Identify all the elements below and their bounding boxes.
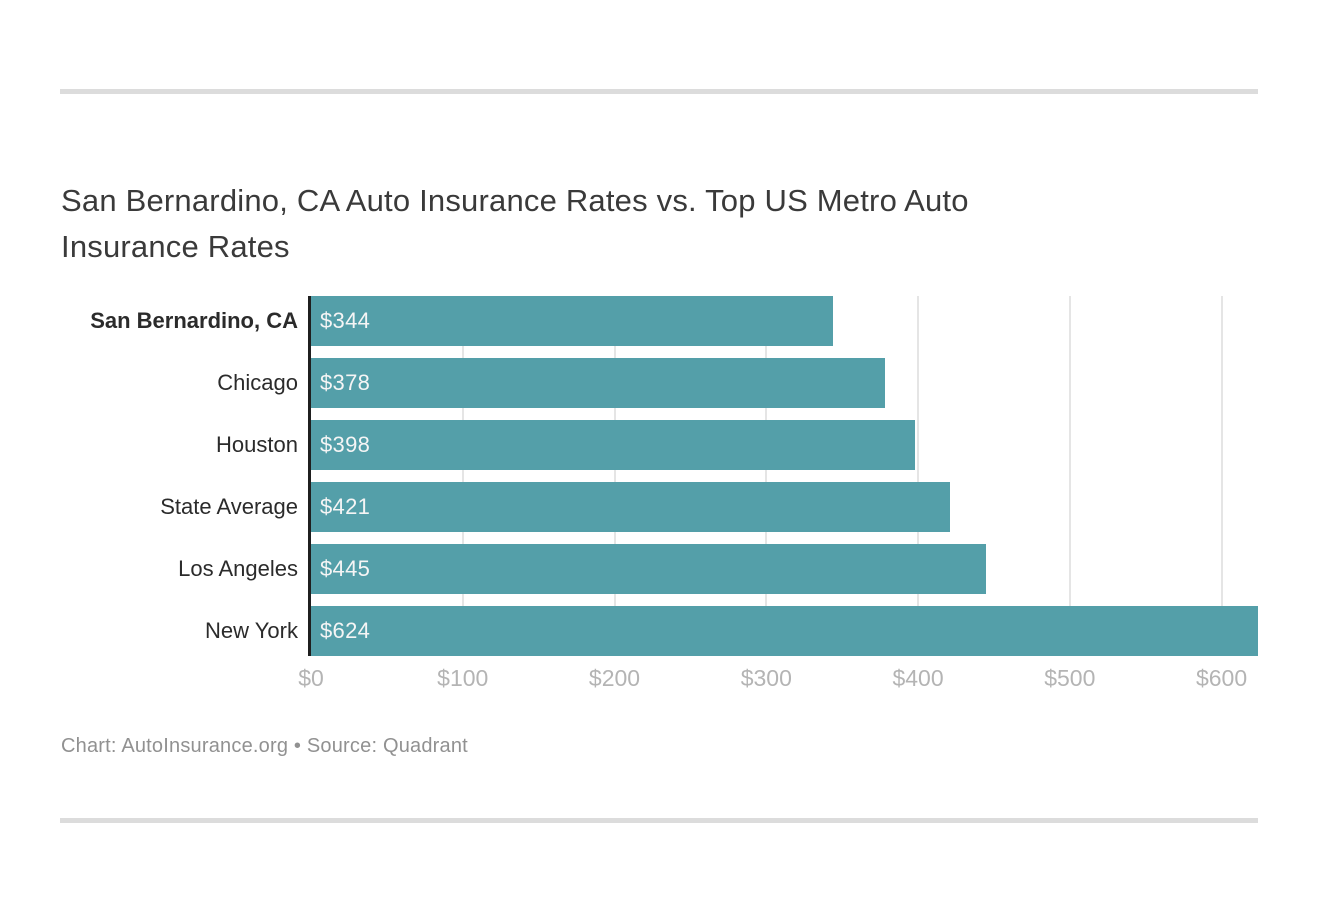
x-tick-label: $0 [298, 665, 324, 691]
plot-area: $344 $378 $398 $421 $445 $624 [308, 296, 1258, 656]
gridline [461, 296, 464, 656]
category-label: New York [205, 618, 298, 643]
x-tick-label: $500 [1044, 665, 1096, 691]
bar-value-label: $344 [320, 308, 371, 333]
bar: $378 [311, 358, 885, 408]
x-tick-label: $100 [437, 665, 489, 691]
category-labels: San Bernardino, CA Chicago Houston State Av… [60, 296, 308, 668]
bar: $624 [311, 606, 1258, 656]
top-divider-rule [60, 89, 1258, 94]
category-label: Los Angeles [178, 556, 298, 581]
bottom-divider-rule [60, 818, 1258, 823]
gridline [765, 296, 768, 656]
bar-value-label: $398 [320, 432, 371, 457]
bar-value-label: $421 [320, 494, 371, 519]
bar-value-label: $378 [320, 370, 371, 395]
gridline [1068, 296, 1071, 656]
bar: $344 [311, 296, 834, 346]
x-tick-label: $600 [1195, 665, 1248, 691]
chart-title-line2: Insurance Rates [61, 228, 290, 264]
bar: $445 [311, 544, 987, 594]
category-label: San Bernardino, CA [90, 308, 298, 333]
bar: $421 [311, 482, 950, 532]
x-axis-labels: $0 $100 $200 $300 $400 $500 $600 [298, 665, 1258, 695]
bar-value-label: $445 [320, 556, 371, 581]
gridline [917, 296, 920, 656]
chart-title-line1: San Bernardino, CA Auto Insurance Rates … [61, 182, 969, 218]
x-tick-label: $400 [892, 665, 944, 691]
category-label: Chicago [217, 370, 298, 395]
chart-source-note: Chart: AutoInsurance.org • Source: Quadr… [61, 735, 468, 757]
gridline [613, 296, 616, 656]
bar-chart: San Bernardino, CA Chicago Houston State Av… [60, 296, 1258, 706]
bar-value-label: $624 [320, 618, 371, 643]
x-tick-label: $200 [588, 665, 641, 691]
category-label: Houston [216, 432, 298, 457]
chart-title: San Bernardino, CA Auto Insurance Rates … [61, 178, 1211, 270]
bar: $398 [311, 420, 916, 470]
x-tick-label: $300 [740, 665, 792, 691]
category-label: State Average [160, 494, 298, 519]
gridline [1220, 296, 1223, 656]
